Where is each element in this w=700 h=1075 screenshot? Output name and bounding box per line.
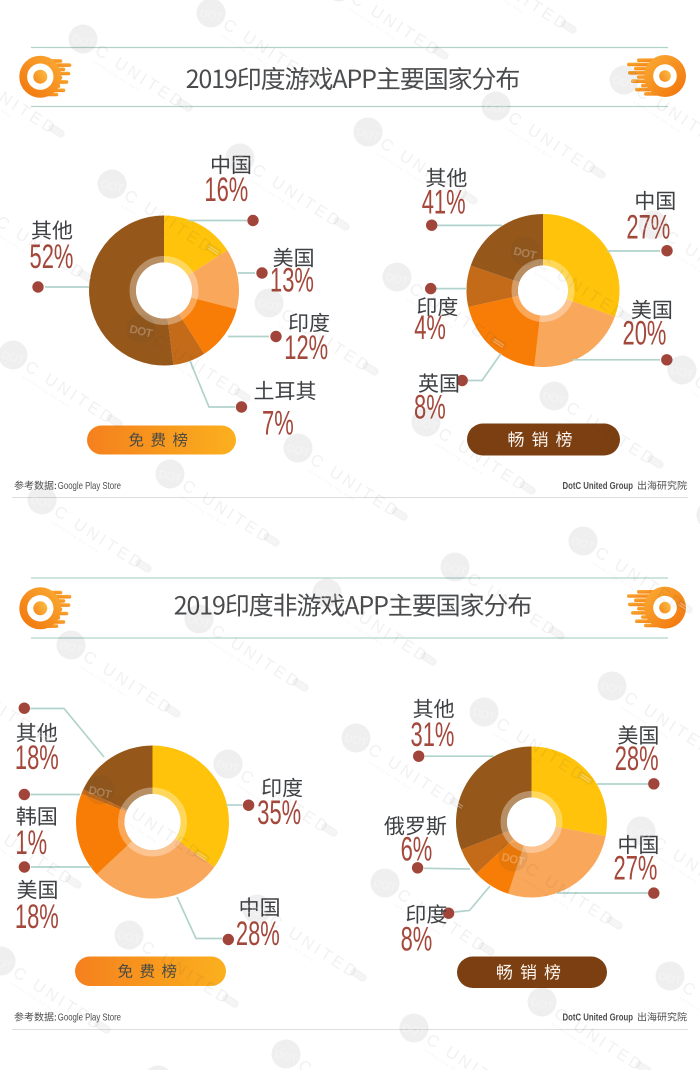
svg-text:27%: 27% <box>626 209 670 247</box>
svg-text:1%: 1% <box>15 824 47 862</box>
svg-text:DOT: DOT <box>355 127 380 144</box>
svg-text:DOT: DOT <box>343 733 368 750</box>
svg-text:DOT: DOT <box>273 1049 298 1066</box>
svg-text:DOT: DOT <box>87 785 112 802</box>
svg-text:DOT: DOT <box>215 759 240 776</box>
svg-text:4%: 4% <box>414 309 446 347</box>
svg-text:12%: 12% <box>284 329 328 367</box>
svg-text:DOT: DOT <box>570 536 595 553</box>
svg-text:41%: 41% <box>422 184 466 222</box>
svg-text:DOT: DOT <box>99 179 124 196</box>
svg-text:52%: 52% <box>30 238 74 276</box>
svg-text:DOT: DOT <box>58 640 83 657</box>
svg-text:Google Play Store: Google Play Store <box>58 1012 121 1023</box>
svg-text:DOT: DOT <box>657 971 682 988</box>
svg-text:DOT: DOT <box>157 469 182 486</box>
svg-text:DOT: DOT <box>442 562 467 579</box>
svg-text:DOT: DOT <box>413 417 438 434</box>
svg-text:DOT: DOT <box>640 220 665 237</box>
svg-text:27%: 27% <box>614 850 658 888</box>
svg-text:DOT: DOT <box>669 365 694 382</box>
svg-text:28%: 28% <box>615 740 659 778</box>
svg-text:DotC United Group: DotC United Group <box>562 480 633 491</box>
svg-text:DOT: DOT <box>70 34 95 51</box>
svg-text:DOT: DOT <box>628 826 653 843</box>
svg-text:DOT: DOT <box>285 443 310 460</box>
svg-text:DotC United Group: DotC United Group <box>562 1012 633 1023</box>
svg-text:DOT: DOT <box>198 8 223 25</box>
svg-text:DOT: DOT <box>0 350 25 367</box>
svg-text:35%: 35% <box>257 794 301 832</box>
svg-text:DOT: DOT <box>599 681 624 698</box>
svg-text:DOT: DOT <box>256 298 281 315</box>
svg-text:DOT: DOT <box>384 272 409 289</box>
svg-text:DOT: DOT <box>483 101 508 118</box>
svg-text:31%: 31% <box>411 716 455 754</box>
svg-text:Google Play Store: Google Play Store <box>58 480 121 491</box>
svg-text:DOT: DOT <box>401 1023 426 1040</box>
svg-text:DOT: DOT <box>512 246 537 263</box>
svg-text:DOT: DOT <box>529 997 554 1014</box>
svg-text:DOT: DOT <box>244 904 269 921</box>
svg-text:DOT: DOT <box>186 614 211 631</box>
svg-text:20%: 20% <box>623 315 667 353</box>
svg-text:DOT: DOT <box>500 852 525 869</box>
svg-text:6%: 6% <box>401 831 433 869</box>
svg-text:DOT: DOT <box>471 707 496 724</box>
svg-text:DOT: DOT <box>611 75 636 92</box>
svg-text:28%: 28% <box>236 915 280 953</box>
svg-text:DOT: DOT <box>698 510 700 527</box>
svg-text:DOT: DOT <box>314 588 339 605</box>
svg-text:13%: 13% <box>270 262 314 300</box>
svg-text:DOT: DOT <box>227 153 252 170</box>
svg-text:DOT: DOT <box>0 956 14 973</box>
svg-text:18%: 18% <box>15 739 59 777</box>
svg-text:16%: 16% <box>204 171 248 209</box>
svg-text:DOT: DOT <box>29 495 54 512</box>
svg-text:8%: 8% <box>414 389 446 427</box>
svg-text:DOT: DOT <box>128 324 153 341</box>
svg-text:18%: 18% <box>15 898 59 936</box>
svg-text:7%: 7% <box>262 405 294 443</box>
svg-text:8%: 8% <box>401 921 433 959</box>
svg-text:DOT: DOT <box>116 930 141 947</box>
svg-text:DOT: DOT <box>372 878 397 895</box>
svg-text:DOT: DOT <box>541 391 566 408</box>
